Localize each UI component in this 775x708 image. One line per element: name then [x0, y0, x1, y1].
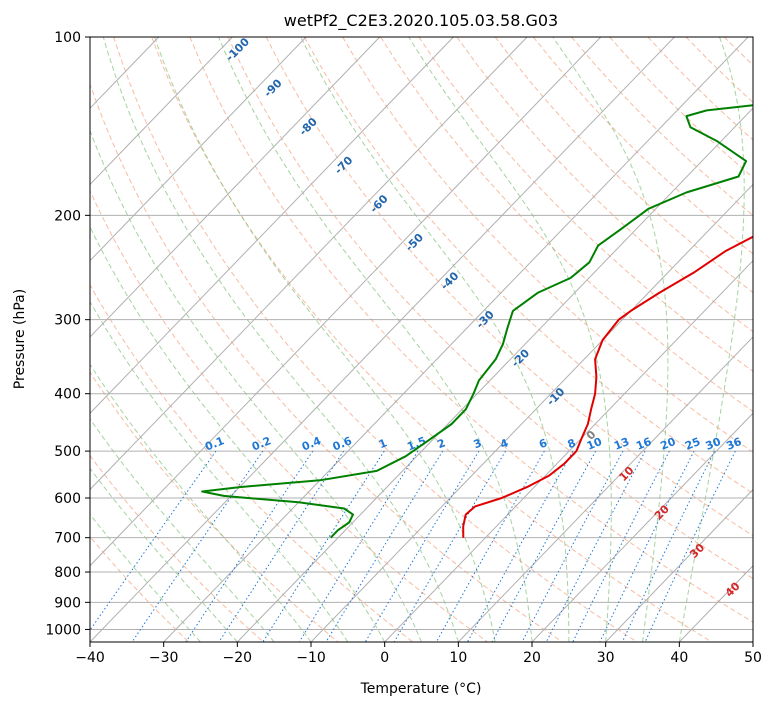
x-tick-label: −20: [223, 650, 253, 666]
y-tick-label: 400: [54, 387, 81, 403]
moist-adiabat: [300, 37, 570, 642]
x-tick-label: −10: [296, 650, 326, 666]
moist-adiabat: [102, 37, 459, 642]
moist-adiabat: [90, 300, 349, 642]
y-tick-label: 600: [54, 491, 81, 507]
isotherm-line: [90, 37, 675, 642]
y-tick-label: 300: [54, 313, 81, 329]
moist-adiabat: [90, 129, 422, 642]
dry-adiabat: [90, 535, 190, 642]
moist-adiabat: [90, 363, 312, 642]
dry-adiabat: [90, 82, 563, 642]
dewpoint-profile: [201, 104, 753, 539]
mixing-ratio-line: [298, 450, 419, 642]
y-tick-label: 700: [54, 531, 81, 547]
mixing-ratio-line: [218, 450, 345, 642]
x-axis-ticks: −40 −30 −20 −10 0 10 20 30 40 50: [75, 642, 762, 666]
mixing-ratio-label: 13: [612, 435, 631, 453]
isotherm-line: [90, 37, 454, 414]
mixing-ratio-label: 16: [634, 435, 653, 453]
mixing-ratio-label: 25: [683, 435, 702, 453]
mixing-ratio-line: [621, 450, 715, 642]
moist-adiabat: [408, 37, 612, 642]
moist-adiabat: [678, 37, 745, 642]
mixing-ratio-label: 2: [435, 436, 447, 451]
mixing-ratio-label: 8: [566, 436, 578, 451]
mixing-ratio-line: [185, 450, 314, 642]
x-tick-label: −40: [75, 650, 105, 666]
y-tick-label: 100: [54, 30, 81, 46]
mixing-ratio-label: 1: [377, 436, 389, 451]
moist-adiabat: [552, 37, 669, 642]
moist-adiabat: [90, 513, 201, 642]
mixing-ratio-label: 10: [585, 435, 604, 453]
mixing-ratio-line: [599, 450, 695, 642]
dry-adiabat: [456, 37, 753, 333]
y-tick-label: 500: [54, 444, 81, 460]
dry-adiabat: [342, 37, 753, 453]
plot-frame: [89, 36, 754, 643]
chart-title: wetPf2_C2E3.2020.105.03.58.G03: [284, 11, 558, 31]
mixing-ratio-line: [325, 450, 444, 642]
y-tick-label: 200: [54, 208, 81, 224]
isotherm-line: [457, 336, 753, 642]
mixing-ratio-line: [545, 450, 646, 642]
isotherm-line: [90, 37, 381, 338]
moist-adiabat: [90, 225, 386, 642]
y-tick-label: 800: [54, 565, 81, 581]
mixing-ratio-line: [435, 450, 545, 642]
y-axis-label: Pressure (hPa): [12, 289, 28, 389]
mixing-ratio-label: 30: [704, 435, 723, 453]
dry-adiabat: [113, 37, 638, 642]
dry-adiabat: [303, 37, 753, 495]
x-tick-label: 50: [744, 650, 762, 666]
isotherm-line: [90, 37, 307, 262]
dry-adiabat: [90, 189, 488, 642]
sounding-series: [201, 104, 753, 539]
x-tick-label: 0: [380, 650, 389, 666]
dry-adiabat: [90, 283, 414, 642]
mixing-ratio-line: [467, 450, 574, 642]
x-tick-label: 40: [670, 650, 688, 666]
isotherm-line: [605, 488, 753, 642]
dry-adiabat: [189, 37, 753, 623]
dry-adiabat: [494, 37, 753, 294]
x-axis-label: Temperature (°C): [360, 681, 482, 697]
mixing-ratio-line: [572, 450, 670, 642]
x-tick-label: 10: [449, 650, 467, 666]
moist-adiabat: [154, 37, 496, 642]
mixing-ratio-line: [521, 450, 624, 642]
y-axis-ticks: 100 200 300 400 500 600 700 800 900 1000: [45, 30, 90, 638]
x-tick-label: 20: [523, 650, 541, 666]
mixing-ratio-line: [131, 450, 264, 642]
x-tick-label: −30: [149, 650, 179, 666]
dry-adiabat: [90, 454, 264, 642]
isotherm-line: [531, 412, 753, 642]
moist-adiabat: [90, 418, 275, 642]
background-lines: [90, 37, 753, 642]
mixing-ratio-line: [491, 450, 597, 642]
moist-adiabat: [218, 37, 533, 642]
dry-adiabat: [227, 37, 753, 580]
mixing-ratio-line: [644, 450, 736, 642]
mixing-ratio-label: 36: [724, 435, 743, 453]
dry-adiabat: [418, 37, 753, 372]
isotherm-line: [384, 259, 753, 642]
plot-background: [90, 37, 753, 642]
mixing-ratio-label: 20: [659, 435, 678, 453]
moist-adiabat: [90, 467, 238, 642]
mixing-ratio-line: [90, 450, 217, 632]
dry-adiabat: [380, 37, 753, 412]
y-tick-label: 1000: [45, 622, 81, 638]
isotherm-line: [90, 37, 602, 567]
temperature-profile: [462, 235, 753, 538]
isotherm-line: [90, 37, 528, 491]
isotherm-line: [90, 37, 233, 186]
y-tick-label: 900: [54, 595, 81, 611]
mixing-ratio-label: 3: [472, 436, 484, 451]
x-tick-label: 30: [597, 650, 615, 666]
isotherm-line: [236, 107, 753, 642]
isotherm-line: [163, 37, 749, 642]
